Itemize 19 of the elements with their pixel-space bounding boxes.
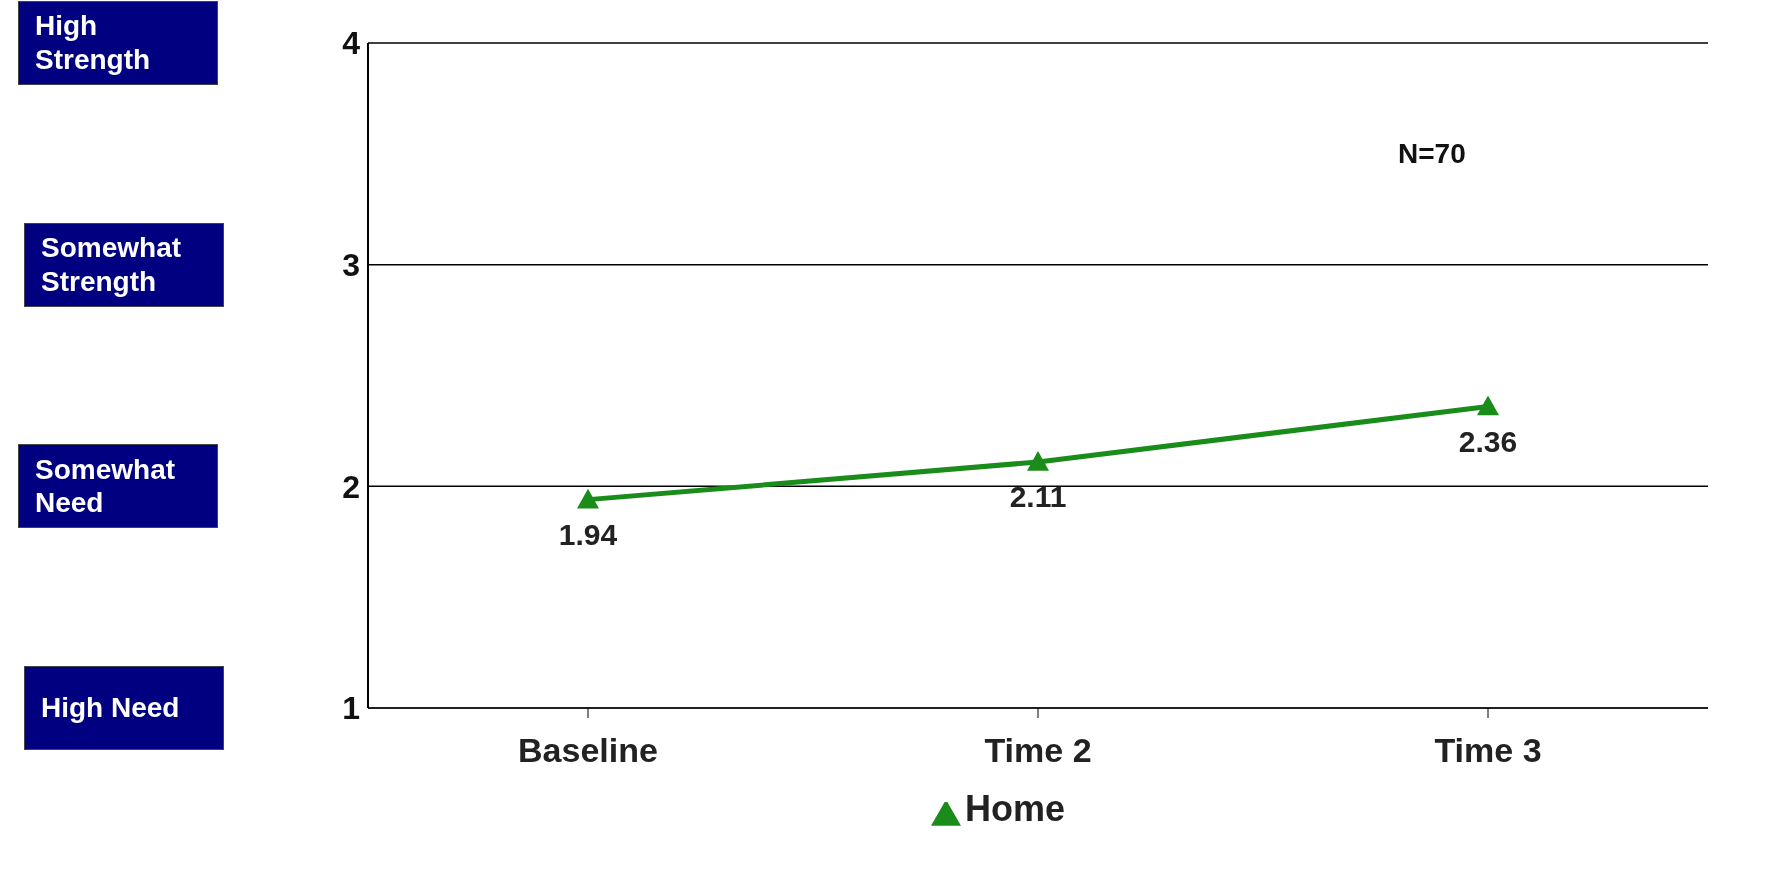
y-tick-label: 1 [342,690,360,727]
point [1027,450,1049,471]
x-tick-label: Baseline [518,731,658,770]
text: Somewhat Need [18,444,218,529]
point [577,488,599,509]
y-tick-label: 3 [342,247,360,284]
point [1477,395,1499,416]
legend-label: Home [964,788,1066,829]
annotation: N=70 [1398,138,1466,170]
text: High Strength [18,1,218,85]
y-tick-label: 2 [342,468,360,505]
text: High Need [24,666,224,750]
data-label: 2.36 [1458,424,1518,458]
data-label: 1.94 [558,517,618,551]
x-tick-label: Time 2 [984,731,1092,770]
data-label: 2.11 [1009,480,1067,514]
x-tick-label: Time 3 [1434,731,1542,770]
y-tick-label: 4 [342,25,361,62]
text: Somewhat Strength [24,222,224,307]
